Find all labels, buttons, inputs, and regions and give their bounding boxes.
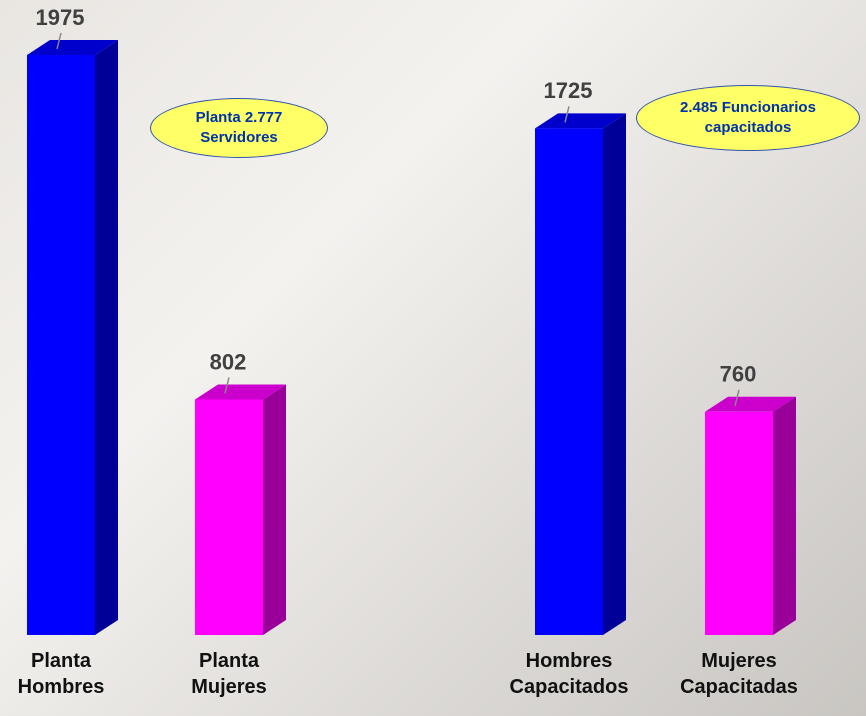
value-label: 1975 bbox=[36, 5, 85, 30]
leader-line bbox=[224, 377, 230, 394]
bar-front bbox=[535, 128, 603, 635]
bar-front bbox=[705, 411, 773, 635]
bar-side bbox=[263, 384, 286, 635]
leader-line bbox=[734, 389, 740, 406]
annotation: Planta 2.777 Servidores bbox=[150, 98, 328, 158]
bar-side bbox=[773, 396, 796, 635]
leader-line bbox=[56, 32, 62, 50]
category-label: Hombres Capacitados bbox=[509, 650, 629, 698]
category-label: Planta Hombres bbox=[17, 650, 105, 698]
bar bbox=[27, 40, 118, 635]
category-label: Planta Mujeres bbox=[191, 650, 267, 698]
bar bbox=[195, 384, 286, 635]
bar-top bbox=[27, 40, 118, 55]
bar-side bbox=[603, 113, 626, 635]
bar bbox=[705, 396, 796, 635]
bar-front bbox=[195, 399, 263, 635]
bar-side bbox=[95, 40, 118, 635]
bar-top bbox=[705, 396, 796, 412]
category-label: Mujeres Capacitadas bbox=[680, 650, 798, 698]
annotation: 2.485 Funcionarios capacitados bbox=[636, 85, 860, 151]
value-label: 1725 bbox=[544, 78, 593, 103]
bar-top bbox=[195, 384, 286, 400]
bar-top bbox=[535, 113, 626, 129]
leader-line bbox=[564, 106, 570, 123]
value-label: 760 bbox=[720, 362, 757, 387]
bar bbox=[535, 113, 626, 635]
value-label: 802 bbox=[210, 349, 247, 374]
bar-front bbox=[27, 55, 95, 635]
